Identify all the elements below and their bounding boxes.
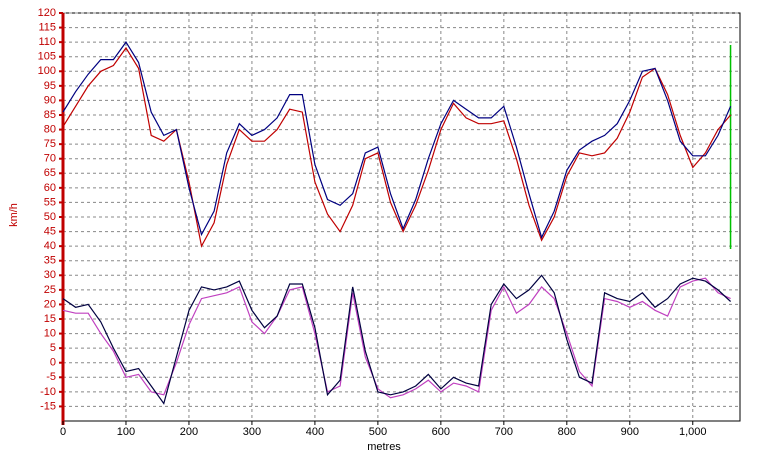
x-tick-label: 200 xyxy=(180,426,198,438)
y-tick-label: 15 xyxy=(44,313,56,325)
x-tick-label: 900 xyxy=(621,426,639,438)
y-tick-label: 85 xyxy=(44,109,56,121)
x-tick-label: 700 xyxy=(495,426,513,438)
x-tick-label: 500 xyxy=(369,426,387,438)
y-tick-label: -10 xyxy=(40,386,56,398)
x-tick-label: 100 xyxy=(117,426,135,438)
y-tick-label: 60 xyxy=(44,182,56,194)
y-tick-label: 30 xyxy=(44,269,56,281)
y-tick-label: 105 xyxy=(38,51,56,63)
y-tick-label: 70 xyxy=(44,153,56,165)
y-tick-label: 110 xyxy=(38,36,56,48)
y-tick-label: 115 xyxy=(38,21,56,33)
x-tick-label: 600 xyxy=(432,426,450,438)
y-tick-label: 25 xyxy=(44,284,56,296)
x-tick-label: 300 xyxy=(243,426,261,438)
y-tick-label: 50 xyxy=(44,211,56,223)
y-tick-label: 5 xyxy=(50,342,56,354)
y-tick-label: -5 xyxy=(46,371,56,383)
x-tick-label: 1,000 xyxy=(679,426,707,438)
data-line xyxy=(62,41,732,240)
y-tick-label: 45 xyxy=(44,225,56,237)
data-line xyxy=(62,277,731,399)
y-axis-label: km/h xyxy=(8,203,20,227)
y-tick-label: 35 xyxy=(44,255,56,267)
x-tick-label: 0 xyxy=(60,426,66,438)
x-tick-label: 400 xyxy=(306,426,324,438)
y-tick-label: 65 xyxy=(44,167,56,179)
y-tick-label: 10 xyxy=(44,327,56,339)
y-tick-label: 95 xyxy=(44,80,56,92)
y-tick-label: 40 xyxy=(44,240,56,252)
x-axis-label: metres xyxy=(367,441,401,453)
y-tick-label: 55 xyxy=(44,196,56,208)
y-tick-label: 90 xyxy=(44,94,56,106)
y-tick-label: 0 xyxy=(50,357,56,369)
y-tick-label: 75 xyxy=(44,138,56,150)
y-tick-label: -15 xyxy=(40,400,56,412)
data-line xyxy=(62,274,732,405)
y-tick-label: 100 xyxy=(38,65,56,77)
data-line xyxy=(62,46,732,248)
y-tick-label: 80 xyxy=(44,123,56,135)
y-tick-label: 120 xyxy=(38,7,56,19)
y-tick-label: 20 xyxy=(44,298,56,310)
x-tick-label: 800 xyxy=(558,426,576,438)
